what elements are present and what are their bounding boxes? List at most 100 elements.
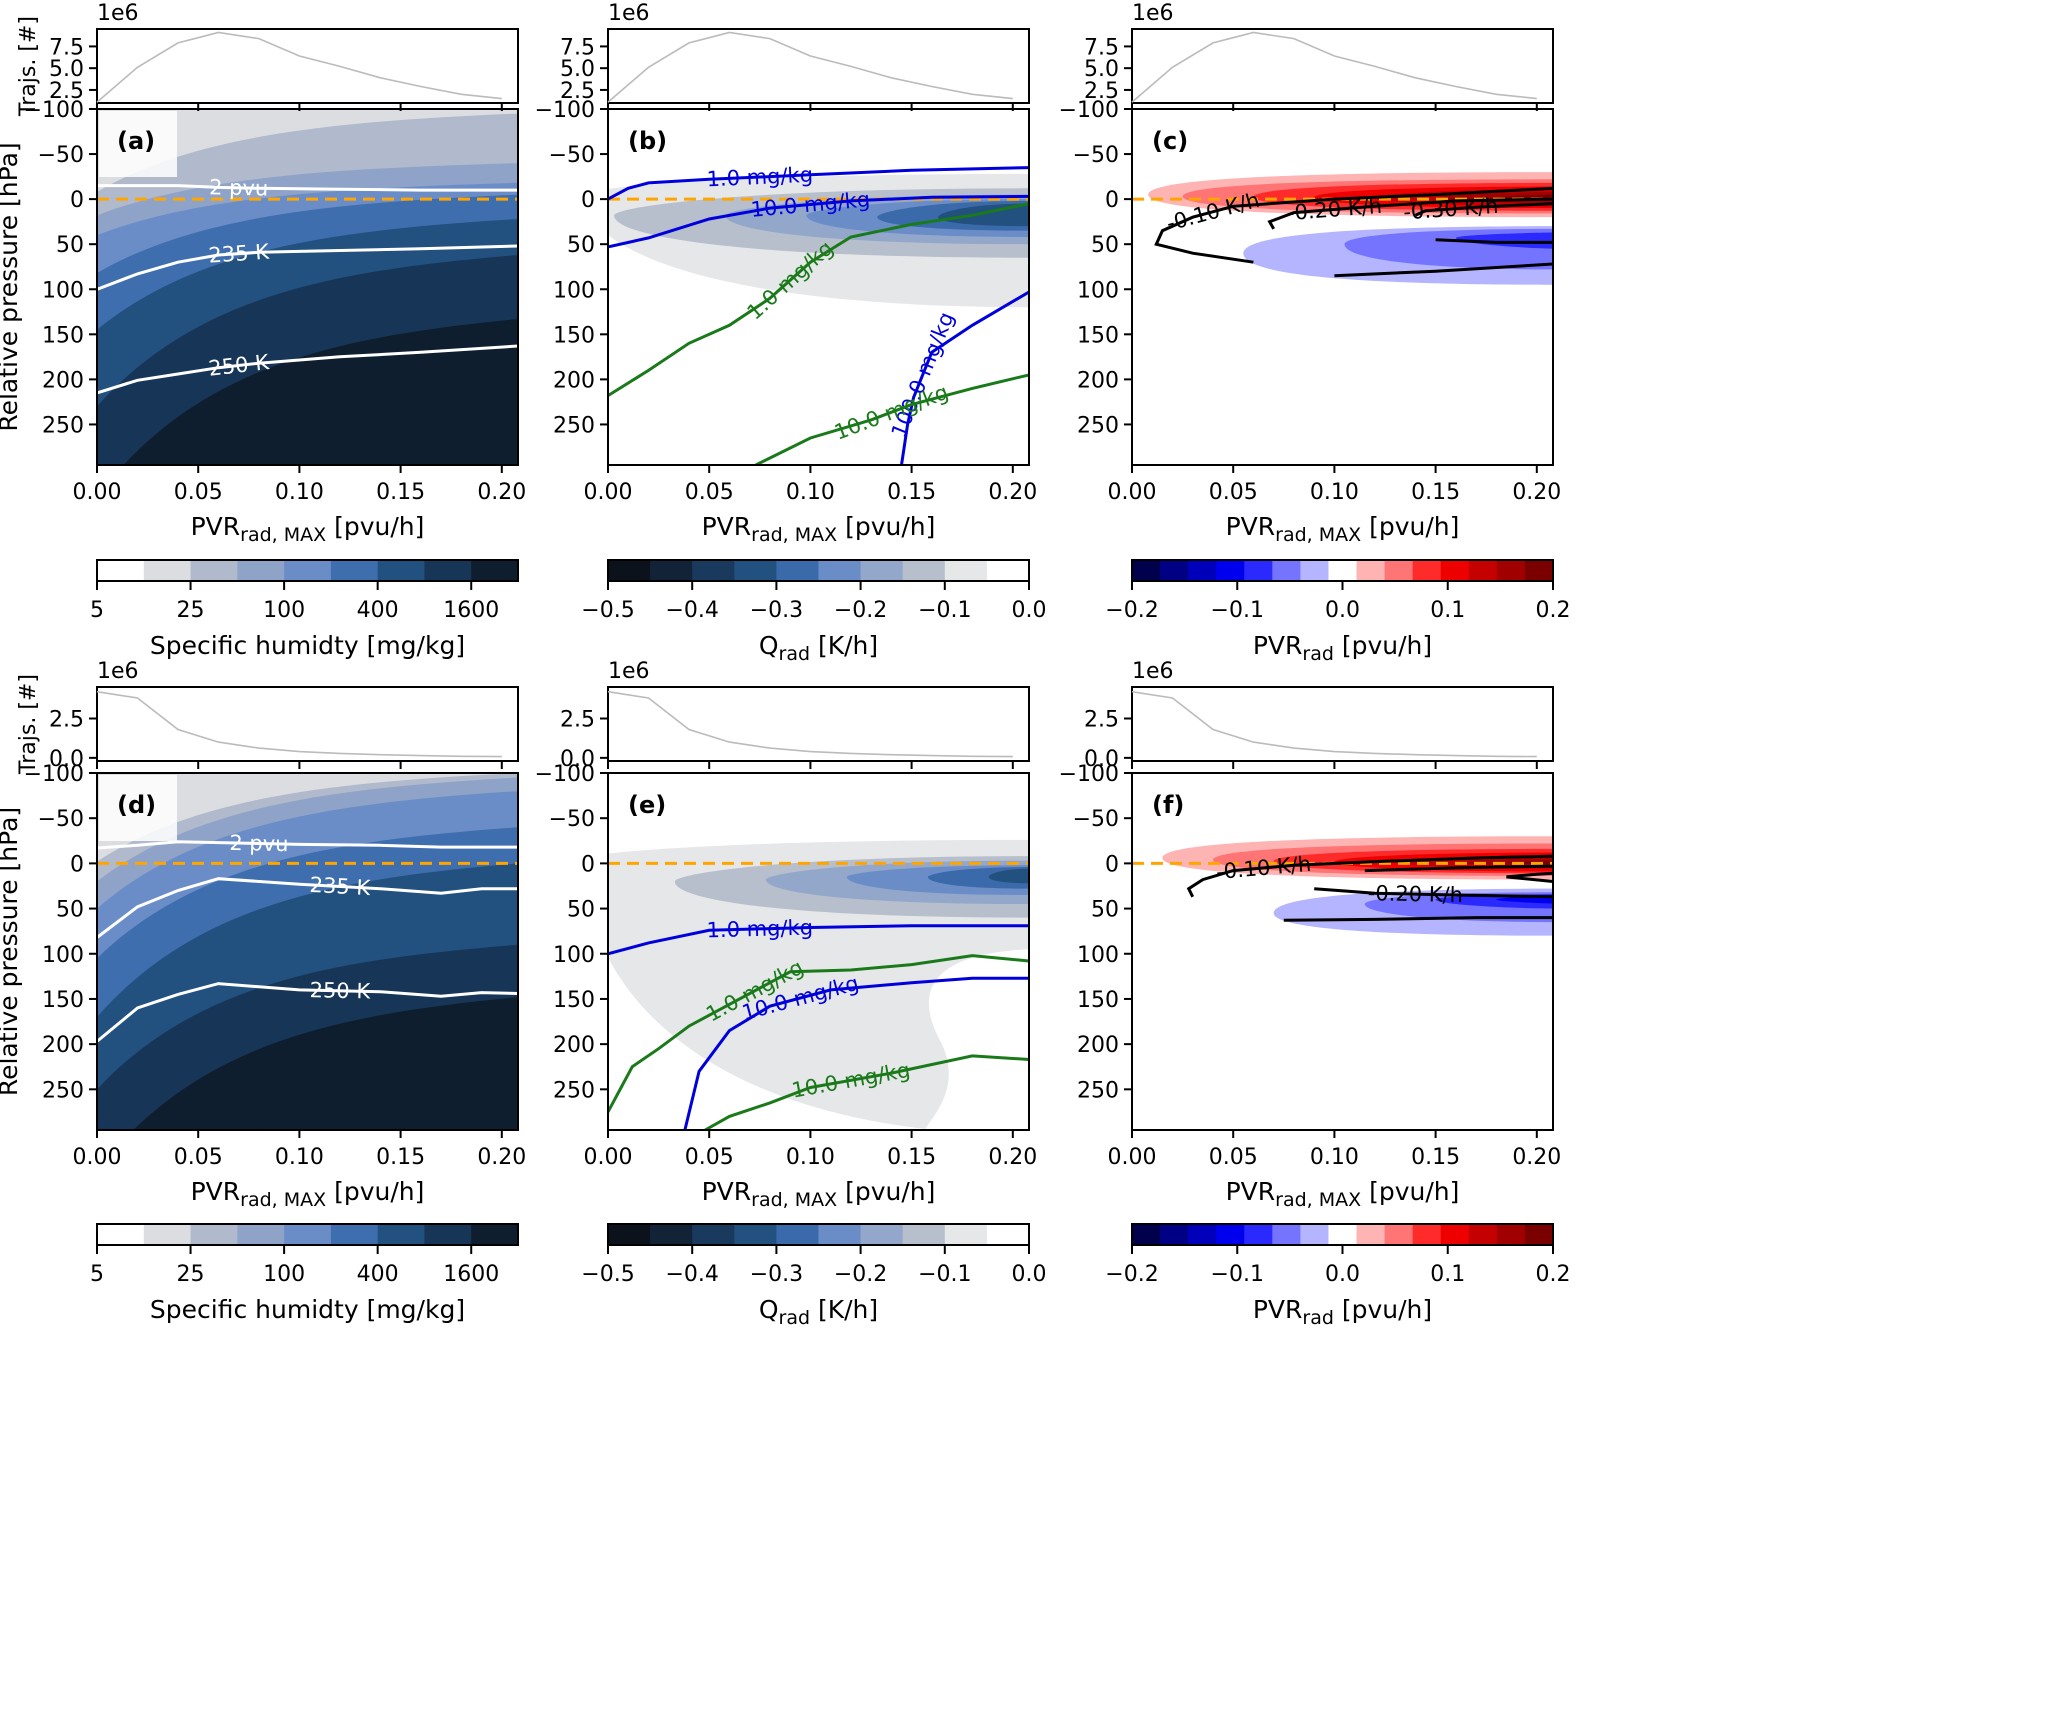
histogram-a: 2.55.07.5 1e6 Trajs. [#]: [16, 1, 519, 117]
colorbar-swatch: [1300, 560, 1330, 581]
colorbar-tick-label: 0.0: [1325, 598, 1360, 623]
colorbar-swatch: [1188, 1224, 1217, 1245]
colorbar-swatch: [944, 560, 988, 581]
colorbar-tick-label: 0.2: [1536, 1262, 1571, 1287]
y-tick-label: 100: [42, 278, 84, 303]
histogram-y-tick-label: 2.5: [560, 707, 595, 732]
y-tick-label: −50: [38, 143, 84, 168]
contour-line: [1334, 262, 1553, 278]
colorbar-swatch: [330, 560, 379, 581]
panel-d: 2 pvu 235 K 250 K (d) −100 −50 0 50 100 150 200 250…: [0, 762, 526, 1211]
histogram-y-tick-label: 2.5: [560, 79, 595, 104]
colorbar-swatch: [734, 1224, 777, 1245]
y-tick-label: 150: [553, 988, 595, 1013]
colorbar-swatch: [1524, 1224, 1554, 1245]
contour-label-group: 2 pvu: [229, 831, 289, 856]
histogram-y-label: Trajs. [#]: [16, 674, 41, 775]
y-tick-label: 0: [581, 188, 595, 213]
y-tick-label: −100: [535, 762, 595, 787]
colorbar-tick-label: 0.0: [1325, 1262, 1360, 1287]
x-tick-label: 0.00: [1108, 480, 1157, 505]
colorbar-swatch: [650, 560, 693, 581]
colorbar-swatch: [424, 1224, 472, 1245]
axes-frame: [607, 772, 1030, 1131]
x-tick-label: 0.15: [887, 480, 936, 505]
x-tick-label: 0.15: [1411, 480, 1460, 505]
colorbar-swatch: [1440, 560, 1470, 581]
colorbar-label: Qrad [K/h]: [759, 631, 878, 665]
histogram-y-tick-label: 7.5: [49, 35, 84, 60]
colorbar-swatch: [1496, 560, 1526, 581]
colorbar-swatch: [1468, 560, 1498, 581]
contour-line: [1364, 864, 1553, 873]
contour-line: [97, 877, 518, 939]
histogram-y-tick-label: 7.5: [560, 35, 595, 60]
y-tick-label: 0: [1105, 188, 1119, 213]
x-axis-label: PVRrad, MAX [pvu/h]: [702, 512, 936, 546]
colorbar-frame: [96, 1223, 519, 1246]
contour-line: [1154, 186, 1553, 264]
y-tick-label: 100: [553, 278, 595, 303]
colorbar-frame: [607, 1223, 1030, 1246]
colorbar-tick-label: 0.0: [1012, 598, 1047, 623]
contour-label: 2 pvu: [209, 175, 269, 200]
colorbar-swatch: [330, 1224, 379, 1245]
contour-label-group: 2 pvu: [209, 175, 269, 200]
colorbar-qrad: −0.5 −0.4 −0.3 −0.2 −0.1 0.0 Qrad [K/h]: [581, 559, 1047, 665]
colorbar-tick-label: 1600: [443, 598, 499, 623]
y-tick-label: 100: [553, 943, 595, 968]
colorbar-tick-label: 100: [263, 598, 305, 623]
plot-area: [1132, 773, 1553, 1130]
fill-band: [924, 949, 1029, 1130]
colorbar-tick-label: −0.1: [1211, 1262, 1264, 1287]
colorbar-pvr: −0.2 −0.1 0.0 0.1 0.2 PVRrad [pvu/h]: [1105, 1223, 1571, 1329]
colorbar-swatch: [471, 1224, 519, 1245]
colorbar-swatch: [986, 1224, 1030, 1245]
histogram-frame: [1131, 686, 1554, 762]
panel-label-box: [99, 111, 177, 177]
colorbar-swatch: [1160, 560, 1189, 581]
colorbar-label: PVRrad [pvu/h]: [1253, 631, 1432, 665]
axes-frame: [607, 108, 1030, 466]
histogram-y-tick-label: 0.0: [49, 747, 84, 772]
contour-line: [755, 373, 1029, 465]
y-tick-label: 50: [567, 233, 595, 258]
y-tick-label: −100: [1059, 98, 1119, 123]
colorbar-swatch: [143, 1224, 192, 1245]
histogram-y-tick-label: 5.0: [560, 57, 595, 82]
colorbar-tick-label: −0.4: [665, 1262, 718, 1287]
contour-line: [1435, 238, 1553, 244]
colorbar-swatch: [1496, 1224, 1526, 1245]
x-tick-label: 0.05: [1209, 1145, 1258, 1170]
x-axis-label: PVRrad, MAX [pvu/h]: [1226, 512, 1460, 546]
colorbar-swatch: [284, 1224, 332, 1245]
x-axis-label: PVRrad, MAX [pvu/h]: [702, 1177, 936, 1211]
colorbar-swatch: [1356, 1224, 1386, 1245]
y-tick-label: 50: [56, 233, 84, 258]
contour-line: [1314, 887, 1553, 899]
colorbar-swatch: [1356, 560, 1386, 581]
colorbar-swatch: [944, 1224, 988, 1245]
x-tick-label: 0.20: [1512, 480, 1561, 505]
colorbar-qrad: −0.5 −0.4 −0.3 −0.2 −0.1 0.0 Qrad [K/h]: [581, 1223, 1047, 1329]
x-tick-label: 0.10: [786, 480, 835, 505]
plot-area: [1132, 109, 1553, 465]
colorbar-swatch: [776, 560, 820, 581]
histogram-y-tick-label: 2.5: [49, 707, 84, 732]
y-tick-label: 50: [56, 898, 84, 923]
contour-line: [1506, 871, 1553, 883]
x-tick-label: 0.05: [685, 1145, 734, 1170]
colorbar-swatch: [1328, 1224, 1358, 1245]
colorbar-swatch: [1300, 1224, 1330, 1245]
contour-label: 2 pvu: [229, 831, 289, 856]
colorbar-tick-label: 400: [357, 598, 399, 623]
colorbar-swatch: [650, 1224, 693, 1245]
histogram-frame: [607, 28, 1030, 104]
y-tick-label: 250: [553, 1078, 595, 1103]
colorbar-swatch: [608, 560, 651, 581]
x-tick-label: 0.15: [376, 1145, 425, 1170]
histogram-y-label: Trajs. [#]: [16, 16, 41, 117]
contour-label-group: 235 K: [208, 240, 271, 268]
colorbar-tick-label: −0.5: [581, 1262, 634, 1287]
